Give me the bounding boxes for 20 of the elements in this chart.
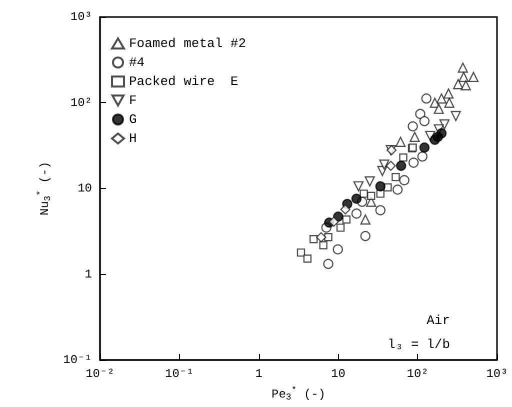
annotation: l₃ = l/b	[388, 337, 450, 352]
x-tick-label: 1	[255, 367, 262, 381]
y-tick-label: 10³	[70, 10, 92, 24]
legend-label: Packed wire E	[129, 74, 238, 89]
x-tick-label: 10²	[406, 367, 428, 381]
x-tick-label: 10⁻¹	[164, 367, 194, 381]
x-tick-label: 10⁻²	[86, 367, 114, 381]
y-tick-label: 10	[78, 182, 92, 196]
y-tick-label: 10⁻¹	[63, 353, 92, 367]
annotation: Air	[426, 313, 450, 328]
legend-label: H	[129, 131, 137, 146]
y-axis-title: Nu3* (-)	[36, 161, 53, 216]
legend-label: #4	[129, 55, 145, 70]
legend-label: F	[129, 93, 137, 108]
x-tick-label: 10³	[486, 367, 508, 381]
legend-label: Foamed metal #2	[129, 36, 246, 51]
y-tick-label: 10²	[70, 96, 92, 110]
x-tick-label: 10	[330, 367, 346, 381]
legend-label: G	[129, 112, 137, 127]
y-tick-label: 1	[84, 267, 92, 282]
